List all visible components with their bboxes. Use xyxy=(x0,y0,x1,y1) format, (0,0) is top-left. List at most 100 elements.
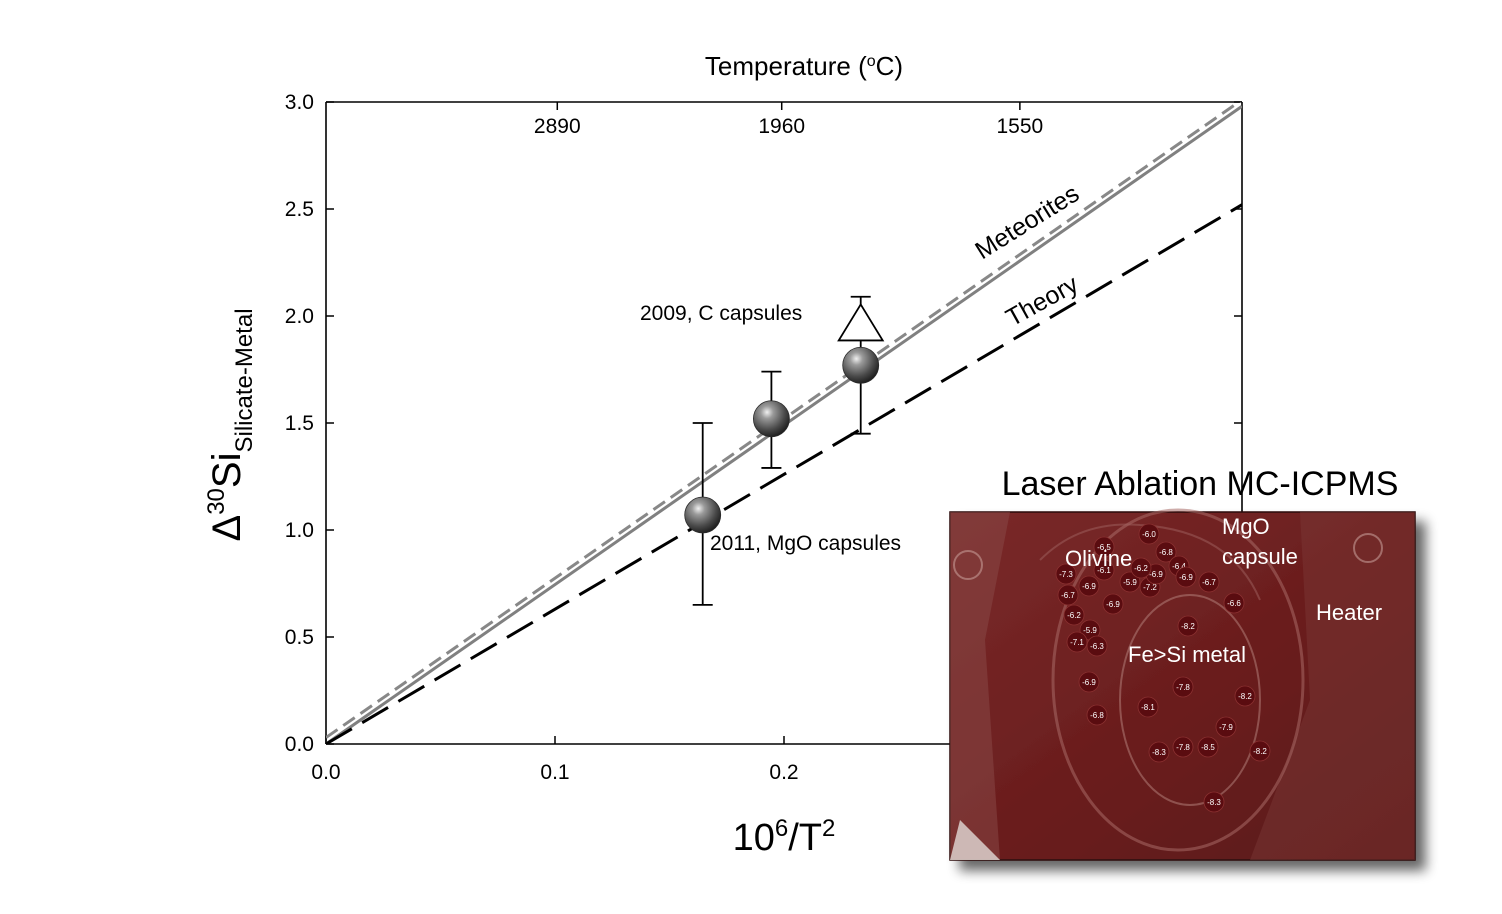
laser-spot-value: -6.9 xyxy=(1082,582,1096,591)
laser-spot-value: -5.9 xyxy=(1083,626,1097,635)
top-axis-title-main: Temperature ( xyxy=(705,51,867,81)
laser-spot xyxy=(1203,791,1225,813)
laser-spot-value: -8.2 xyxy=(1253,747,1267,756)
inset-label-heater: Heater xyxy=(1316,600,1382,625)
y-tick-label: 1.0 xyxy=(285,519,314,542)
inset-label-olivine: Olivine xyxy=(1065,546,1132,571)
inset-title: Laser Ablation MC-ICPMS xyxy=(1002,465,1399,503)
x-tick-label: 0.0 xyxy=(311,761,340,784)
laser-spot-value: -8.3 xyxy=(1207,798,1221,807)
laser-spot xyxy=(1086,704,1108,726)
top-axis-title-end: C) xyxy=(876,51,903,81)
laser-spot xyxy=(1078,575,1100,597)
top-tick-label: 2890 xyxy=(534,115,581,138)
laser-spot-value: -8.1 xyxy=(1141,703,1155,712)
laser-spot xyxy=(1063,604,1085,626)
meteorites-label: Meteorites xyxy=(970,179,1084,265)
laser-spot xyxy=(1197,736,1219,758)
x-axis-title-exp: 6 xyxy=(775,815,788,842)
laser-spot xyxy=(1093,559,1115,581)
laser-spot-value: -6.5 xyxy=(1097,543,1111,552)
y-axis-title: Δ30SiSilicate-Metal xyxy=(203,308,258,541)
x-tick-label: 0.1 xyxy=(540,761,569,784)
laser-spot xyxy=(1057,584,1079,606)
top-axis-title-sup: o xyxy=(867,53,876,70)
laser-spot xyxy=(1223,592,1245,614)
inset-label-capsule: capsule xyxy=(1222,544,1298,569)
laser-spot-value: -6.2 xyxy=(1134,564,1148,573)
laser-spot-value: -6.8 xyxy=(1159,548,1173,557)
y-tick-label: 2.5 xyxy=(285,198,314,221)
laser-spot-value: -6.9 xyxy=(1149,570,1163,579)
laser-spot-value: -6.7 xyxy=(1202,578,1216,587)
laser-spot-value: -6.4 xyxy=(1172,562,1186,571)
laser-spot-value: -7.2 xyxy=(1143,583,1157,592)
theory-label: Theory xyxy=(1001,270,1083,332)
y-axis-title-sub: Silicate-Metal xyxy=(231,308,258,452)
inset-label-mgo: MgO xyxy=(1222,514,1270,539)
laser-spot-value: -7.9 xyxy=(1219,723,1233,732)
laser-spot xyxy=(1198,571,1220,593)
data-point-sphere xyxy=(753,400,790,438)
y-tick-label: 0.5 xyxy=(285,626,314,649)
laser-spot xyxy=(1172,736,1194,758)
x-axis-title: 106/T2 xyxy=(733,815,836,859)
x-axis-title-mid: /T xyxy=(788,817,822,859)
laser-spot xyxy=(1055,563,1077,585)
data-point-triangle xyxy=(837,302,885,342)
top-ticks: 2890 1960 1550 xyxy=(534,102,1043,138)
laser-spot xyxy=(1234,685,1256,707)
laser-spot-value: -7.8 xyxy=(1176,743,1190,752)
fit-line-theory-long-dash xyxy=(326,203,1242,744)
laser-spot xyxy=(1137,696,1159,718)
mgo-capsules-annotation: 2011, MgO capsules xyxy=(710,532,901,555)
inset-texture xyxy=(950,508,1415,860)
laser-spots: -6.0 -6.5 -6.1 -6.8 -7.3 -6.7 -6.9 -5.9 -7.2 -6.9… xyxy=(1055,523,1271,813)
y-axis-title-sup: 30 xyxy=(203,488,230,515)
inset-panel: Laser Ablation MC-ICPMS -6.0 -6.5 -6.1 -6.8… xyxy=(949,465,1416,861)
laser-spot xyxy=(1177,615,1199,637)
data-point-sphere xyxy=(842,346,880,384)
laser-spot-value: -6.3 xyxy=(1090,642,1104,651)
laser-spot xyxy=(1078,671,1100,693)
laser-spot-value: -6.7 xyxy=(1061,591,1075,600)
laser-spot-value: -7.8 xyxy=(1176,683,1190,692)
laser-spot-value: -6.9 xyxy=(1106,600,1120,609)
inset-label-metal: Fe>Si metal xyxy=(1128,642,1246,667)
laser-spot-value: -8.2 xyxy=(1238,692,1252,701)
laser-spot-value: -6.8 xyxy=(1090,711,1104,720)
laser-spot-value: -8.3 xyxy=(1152,748,1166,757)
y-axis-title-delta: Δ xyxy=(205,515,249,542)
laser-spot-value: -8.2 xyxy=(1181,622,1195,631)
c-capsules-annotation: 2009, C capsules xyxy=(640,302,802,325)
laser-spot xyxy=(1066,631,1088,653)
x-tick-label: 0.2 xyxy=(769,761,798,784)
laser-spot-value: -7.3 xyxy=(1059,570,1073,579)
y-ticks: 0.0 0.5 1.0 1.5 2.0 2.5 3.0 xyxy=(285,91,1242,756)
laser-spot xyxy=(1138,523,1160,545)
laser-spot xyxy=(1215,716,1237,738)
y-tick-label: 2.0 xyxy=(285,305,314,328)
laser-spot-value: -6.9 xyxy=(1082,678,1096,687)
laser-spot xyxy=(1175,566,1197,588)
laser-spot-value: -6.9 xyxy=(1179,573,1193,582)
laser-spot xyxy=(1249,740,1271,762)
laser-spot xyxy=(1130,557,1152,579)
y-tick-label: 3.0 xyxy=(285,91,314,114)
top-tick-label: 1960 xyxy=(758,115,805,138)
laser-spot xyxy=(1093,536,1115,558)
laser-spot xyxy=(1155,541,1177,563)
laser-spot-value: -6.2 xyxy=(1067,611,1081,620)
laser-spot xyxy=(1172,676,1194,698)
x-axis-title-base: 10 xyxy=(733,817,775,859)
error-bars xyxy=(692,295,871,606)
laser-spot-value: -8.5 xyxy=(1201,743,1215,752)
data-point-sphere xyxy=(684,496,722,534)
laser-spot-value: -6.1 xyxy=(1097,566,1111,575)
laser-spot xyxy=(1148,741,1170,763)
y-axis-title-main: Si xyxy=(205,453,249,489)
laser-spot-value: -6.0 xyxy=(1142,530,1156,539)
x-ticks: 0.0 0.1 0.2 xyxy=(311,736,799,784)
top-tick-label: 1550 xyxy=(997,115,1044,138)
